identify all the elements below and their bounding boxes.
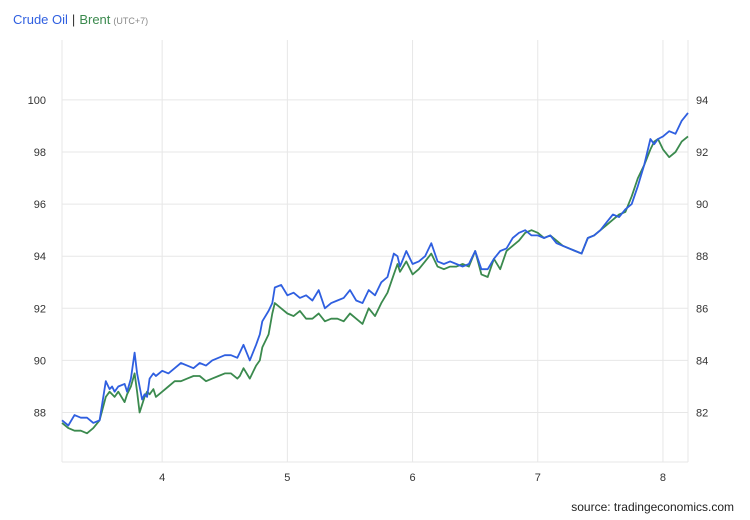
y-right-tick-label: 92 <box>696 147 708 159</box>
y-left-tick-label: 100 <box>28 95 46 107</box>
y-right-tick-label: 94 <box>696 95 708 107</box>
x-tick-label: 5 <box>284 472 290 484</box>
x-tick-label: 8 <box>660 472 666 484</box>
y-left-tick-label: 98 <box>34 147 46 159</box>
y-left-tick-label: 94 <box>34 251 46 263</box>
y-left-tick-label: 96 <box>34 199 46 211</box>
legend-separator: | <box>71 12 76 27</box>
x-tick-label: 4 <box>159 472 165 484</box>
legend-timezone: (UTC+7) <box>113 16 149 26</box>
crude-oil-line <box>61 112 689 427</box>
x-tick-label: 7 <box>535 472 541 484</box>
y-left-tick-label: 90 <box>34 355 46 367</box>
source-credit: source: tradingeconomics.com <box>571 500 734 514</box>
x-tick-label: 6 <box>409 472 415 484</box>
y-right-tick-label: 84 <box>696 355 708 367</box>
y-right-tick-label: 82 <box>696 408 708 420</box>
y-left-tick-label: 88 <box>34 408 46 420</box>
y-left-tick-label: 92 <box>34 303 46 315</box>
brent-line <box>61 135 689 435</box>
chart-legend: Crude Oil | Brent (UTC+7) <box>13 12 148 27</box>
y-right-tick-label: 86 <box>696 303 708 315</box>
legend-crude-oil[interactable]: Crude Oil <box>13 12 68 27</box>
legend-brent[interactable]: Brent <box>79 12 111 27</box>
y-right-tick-label: 90 <box>696 199 708 211</box>
y-right-tick-label: 88 <box>696 251 708 263</box>
